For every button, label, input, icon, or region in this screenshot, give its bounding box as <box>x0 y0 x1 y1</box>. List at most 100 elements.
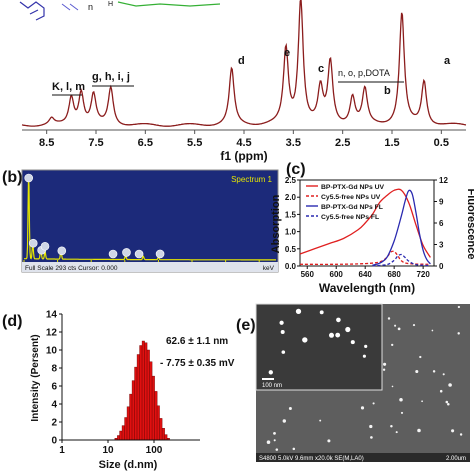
dls-bar <box>129 393 133 441</box>
sem-inset-particle <box>329 332 334 338</box>
uv-legend-entry: Cy5.5-free NPs FL <box>321 214 379 221</box>
uv-series <box>299 188 431 267</box>
uv-series-line <box>299 250 431 265</box>
sem-particle <box>273 432 276 435</box>
nmr-tick-label: 4.5 <box>236 137 251 149</box>
sem-inset-particle <box>279 320 284 325</box>
uv-x-tick-label: 600 <box>330 270 344 279</box>
sem-particle <box>369 424 373 429</box>
sem-inset-particle <box>345 326 351 333</box>
uv-right-tick-label: 0 <box>439 262 444 271</box>
dls-x-tick-label: 10 <box>102 445 114 456</box>
nmr-tick-label: 2.5 <box>335 137 350 149</box>
panel-d-dls: (d) 0 2 4 6 8 10 12 14 1 10 100 62.6 ± 1.1 nm - 7… <box>2 310 235 472</box>
panel-d-label: (d) <box>2 313 22 330</box>
dls-bar <box>151 375 155 441</box>
sem-particle <box>448 383 452 387</box>
uv-plot-frame <box>299 179 435 267</box>
panel-e-label: (e) <box>236 317 256 334</box>
peak-label-d: d <box>238 55 245 67</box>
sem-nanoparticles <box>266 305 463 451</box>
panel-c-label: (c) <box>286 161 306 178</box>
peak-label-c: c <box>318 63 324 75</box>
dls-bar <box>119 430 123 441</box>
dls-x-tick-label: 100 <box>146 445 163 456</box>
nmr-x-label: f1 (ppm) <box>220 149 267 163</box>
uv-left-tick-label: 2.0 <box>285 193 297 202</box>
dls-x-ticks: 1 10 100 <box>59 440 163 456</box>
sem-inset-scale: 100 nm <box>262 383 282 389</box>
dls-x-label: Size (d.nm) <box>99 459 158 471</box>
uv-left-tick-label: 2.5 <box>285 176 297 185</box>
sem-particle <box>421 400 423 403</box>
panel-c-uv-fl: (c) 0.0 0.5 1.0 1.5 2.0 2.5 0 3 6 9 12 560 600 640 6… <box>270 161 474 295</box>
svg-text:H: H <box>108 1 113 8</box>
eds-element-marker <box>108 249 118 259</box>
dls-y-tick-label: 10 <box>46 346 58 357</box>
sem-inset-particle <box>319 310 324 315</box>
sem-particle <box>390 425 393 428</box>
peak-label-nop-dota: n, o, p,DOTA <box>338 68 390 78</box>
sem-particle <box>273 439 276 442</box>
peak-label-e: e <box>284 47 290 59</box>
sem-particle <box>432 370 436 373</box>
uv-right-tick-label: 3 <box>439 241 444 250</box>
sem-particle <box>391 385 394 388</box>
sem-particle <box>387 317 391 320</box>
sem-particle <box>457 332 460 335</box>
uv-series-line <box>372 189 431 266</box>
dls-y-tick-label: 8 <box>51 364 57 375</box>
uv-legend: BP-PTX-Gd NPs UV Cy5.5-free NPs UV BP-PTX-… <box>306 184 385 221</box>
sem-particle <box>383 362 387 366</box>
dls-bar <box>149 361 153 441</box>
sem-particle <box>417 428 421 433</box>
nmr-tick-label: 1.5 <box>384 137 399 149</box>
sem-particle <box>282 419 286 423</box>
dls-bar <box>156 405 160 441</box>
dls-bar <box>136 354 140 441</box>
dls-y-tick-label: 6 <box>51 382 57 393</box>
uv-x-tick-label: 640 <box>359 270 373 279</box>
dls-bar <box>164 434 168 441</box>
sem-particle <box>397 327 401 331</box>
dls-bar <box>159 418 163 441</box>
molecule-structure-icon: n H <box>19 1 221 21</box>
uv-left-tick-label: 0.5 <box>285 245 297 254</box>
nmr-spectrum-line <box>21 0 467 127</box>
sem-particle <box>442 373 445 376</box>
eds-element-marker <box>122 248 131 257</box>
peak-label-ghij: g, h, i, j <box>92 71 130 83</box>
uv-y-label-right: Fluorescence <box>465 189 474 260</box>
dls-bar <box>134 366 138 441</box>
dls-bar <box>126 406 130 441</box>
sem-inset-particle <box>281 350 286 354</box>
sem-particle <box>451 429 455 433</box>
eds-spectrum-label: Spectrum 1 <box>231 175 272 184</box>
uv-left-ticks: 0.0 0.5 1.0 1.5 2.0 2.5 <box>285 176 300 271</box>
dls-bar <box>139 345 143 441</box>
panel-b-label: (b) <box>2 169 22 186</box>
dls-y-tick-label: 14 <box>46 310 58 321</box>
sem-particle <box>266 440 271 444</box>
sem-inset-particle <box>336 317 341 323</box>
sem-particle <box>370 436 373 439</box>
sem-particle <box>459 433 463 436</box>
uv-left-tick-label: 1.5 <box>285 210 297 219</box>
dls-bar <box>146 349 150 441</box>
uv-right-tick-label: 6 <box>439 219 444 228</box>
sem-particle <box>292 447 296 451</box>
dls-y-label: Intensity (Persent) <box>30 334 41 421</box>
sem-particle <box>394 324 397 327</box>
uv-x-tick-label: 680 <box>387 270 401 279</box>
sem-particle <box>445 400 449 404</box>
sem-particle <box>415 369 419 374</box>
sem-particle <box>399 398 403 402</box>
eds-spectrum-line <box>24 176 276 261</box>
sem-inset-particle <box>350 340 355 345</box>
uv-left-tick-label: 0.0 <box>285 262 297 271</box>
panel-e-sem: (e) 100 nm S4800 5.0kV 9.6mm x20.0k SE(M… <box>236 303 470 462</box>
sem-particle <box>372 402 375 405</box>
nmr-tick-label: 3.5 <box>286 137 301 149</box>
sem-particle <box>319 419 322 422</box>
